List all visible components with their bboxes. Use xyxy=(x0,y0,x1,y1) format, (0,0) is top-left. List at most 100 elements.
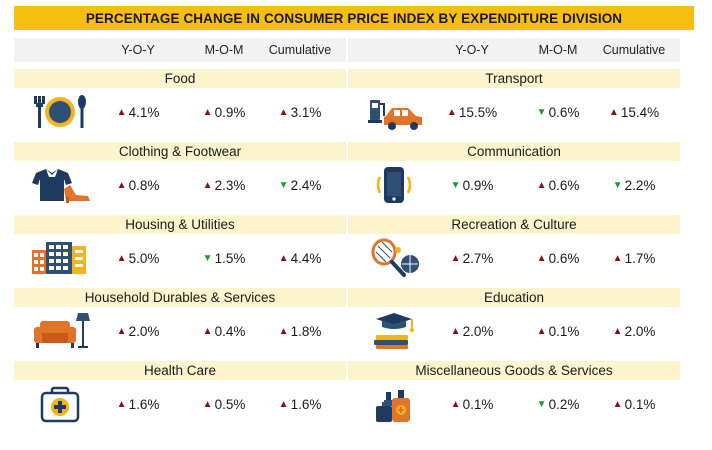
category-household-durables: Household Durables & Services ▲ 2.0% ▲ 0.4… xyxy=(14,281,346,354)
value-cumulative: ▲ 3.1% xyxy=(278,105,322,120)
page-title: PERCENTAGE CHANGE IN CONSUMER PRICE INDE… xyxy=(14,6,694,30)
value-cumulative: ▼ 2.2% xyxy=(612,178,656,193)
change-arrow-icon: ▲ xyxy=(450,399,461,410)
value-cumulative: ▲ 1.8% xyxy=(278,324,322,339)
change-arrow-icon: ▲ xyxy=(116,180,127,191)
value-mom: ▼ 0.6% xyxy=(536,105,580,120)
change-arrow-icon: ▲ xyxy=(116,253,127,264)
value-yoy: ▲ 4.1% xyxy=(116,105,160,120)
change-arrow-icon: ▲ xyxy=(202,326,213,337)
category-label: Food xyxy=(14,69,346,88)
change-arrow-icon: ▲ xyxy=(202,180,213,191)
value-yoy: ▼ 0.9% xyxy=(450,178,494,193)
change-arrow-icon: ▲ xyxy=(202,399,213,410)
change-arrow-icon: ▲ xyxy=(278,399,289,410)
column-header-mom: M-O-M xyxy=(204,43,244,57)
value-yoy: ▲ 2.7% xyxy=(450,251,494,266)
plate-cutlery-icon xyxy=(28,92,92,132)
category-education: Education ▲ 2.0% ▲ 0.1% ▲ 2.0% xyxy=(348,281,680,354)
change-arrow-icon: ▲ xyxy=(116,399,127,410)
category-label: Housing & Utilities xyxy=(14,215,346,234)
change-arrow-icon: ▼ xyxy=(536,107,547,118)
change-arrow-icon: ▼ xyxy=(536,399,547,410)
change-arrow-icon: ▼ xyxy=(278,180,289,191)
cosmetics-icon xyxy=(362,384,426,424)
category-food: Food ▲ 4.1% ▲ 0.9% ▲ 3.1% xyxy=(14,62,346,135)
category-recreation-culture: Recreation & Culture ▲ 2.7% ▲ 0.6% ▲ 1.7% xyxy=(348,208,680,281)
change-arrow-icon: ▼ xyxy=(612,180,623,191)
value-mom: ▲ 0.6% xyxy=(536,251,580,266)
category-miscellaneous: Miscellaneous Goods & Services ▲ 0.1% ▼ 0.… xyxy=(348,354,680,427)
change-arrow-icon: ▲ xyxy=(116,107,127,118)
category-health-care: Health Care ▲ 1.6% ▲ 0.5% ▲ 1.6% xyxy=(14,354,346,427)
category-label: Transport xyxy=(348,69,680,88)
change-arrow-icon: ▲ xyxy=(536,180,547,191)
column-header-cumulative: Cumulative xyxy=(268,43,332,57)
value-mom: ▼ 0.2% xyxy=(536,397,580,412)
change-arrow-icon: ▲ xyxy=(536,253,547,264)
value-mom: ▲ 0.4% xyxy=(202,324,246,339)
graduation-cap-books-icon xyxy=(362,311,426,351)
column-header-yoy: Y-O-Y xyxy=(121,43,155,57)
change-arrow-icon: ▲ xyxy=(278,107,289,118)
change-arrow-icon: ▲ xyxy=(450,326,461,337)
shirt-shoe-icon xyxy=(28,165,92,205)
smartphone-icon xyxy=(362,165,426,205)
first-aid-kit-icon xyxy=(28,384,92,424)
category-label: Recreation & Culture xyxy=(348,215,680,234)
sofa-lamp-icon xyxy=(28,311,92,351)
change-arrow-icon: ▲ xyxy=(446,107,457,118)
column-header-mom: M-O-M xyxy=(538,43,578,57)
value-cumulative: ▲ 4.4% xyxy=(278,251,322,266)
change-arrow-icon: ▲ xyxy=(450,253,461,264)
value-mom: ▼ 1.5% xyxy=(202,251,246,266)
column-header-yoy: Y-O-Y xyxy=(455,43,489,57)
value-yoy: ▲ 1.6% xyxy=(116,397,160,412)
category-label: Miscellaneous Goods & Services xyxy=(348,361,680,380)
category-label: Communication xyxy=(348,142,680,161)
value-yoy: ▲ 0.8% xyxy=(116,178,160,193)
change-arrow-icon: ▼ xyxy=(450,180,461,191)
value-mom: ▲ 0.9% xyxy=(202,105,246,120)
column-header-row: Y-O-Y M-O-M Cumulative xyxy=(14,38,346,62)
value-mom: ▲ 0.6% xyxy=(536,178,580,193)
change-arrow-icon: ▲ xyxy=(612,399,623,410)
fuel-car-icon xyxy=(362,92,426,132)
category-label: Education xyxy=(348,288,680,307)
left-panel: Y-O-Y M-O-M Cumulative Food ▲ 4.1% ▲ 0.9% … xyxy=(14,38,346,427)
value-mom: ▲ 2.3% xyxy=(202,178,246,193)
value-cumulative: ▲ 2.0% xyxy=(612,324,656,339)
category-label: Household Durables & Services xyxy=(14,288,346,307)
change-arrow-icon: ▲ xyxy=(608,107,619,118)
right-panel: Y-O-Y M-O-M Cumulative Transport ▲ 15.5% … xyxy=(348,38,680,427)
category-label: Clothing & Footwear xyxy=(14,142,346,161)
category-transport: Transport ▲ 15.5% ▼ 0.6% ▲ 15.4% xyxy=(348,62,680,135)
change-arrow-icon: ▼ xyxy=(202,253,213,264)
change-arrow-icon: ▲ xyxy=(278,253,289,264)
value-yoy: ▲ 2.0% xyxy=(450,324,494,339)
category-housing-utilities: Housing & Utilities ▲ 5.0% ▼ 1.5% ▲ 4.4% xyxy=(14,208,346,281)
change-arrow-icon: ▲ xyxy=(116,326,127,337)
value-mom: ▲ 0.1% xyxy=(536,324,580,339)
category-clothing-footwear: Clothing & Footwear ▲ 0.8% ▲ 2.3% ▼ 2.4% xyxy=(14,135,346,208)
category-label: Health Care xyxy=(14,361,346,380)
value-yoy: ▲ 0.1% xyxy=(450,397,494,412)
value-yoy: ▲ 2.0% xyxy=(116,324,160,339)
value-cumulative: ▲ 1.6% xyxy=(278,397,322,412)
change-arrow-icon: ▲ xyxy=(612,326,623,337)
value-yoy: ▲ 15.5% xyxy=(446,105,498,120)
change-arrow-icon: ▲ xyxy=(612,253,623,264)
change-arrow-icon: ▲ xyxy=(202,107,213,118)
change-arrow-icon: ▲ xyxy=(536,326,547,337)
category-communication: Communication ▼ 0.9% ▲ 0.6% ▼ 2.2% xyxy=(348,135,680,208)
column-header-cumulative: Cumulative xyxy=(602,43,666,57)
value-mom: ▲ 0.5% xyxy=(202,397,246,412)
value-yoy: ▲ 5.0% xyxy=(116,251,160,266)
racket-ball-icon xyxy=(362,238,426,278)
column-header-row: Y-O-Y M-O-M Cumulative xyxy=(348,38,680,62)
buildings-icon xyxy=(28,238,92,278)
change-arrow-icon: ▲ xyxy=(278,326,289,337)
value-cumulative: ▲ 15.4% xyxy=(608,105,660,120)
value-cumulative: ▼ 2.4% xyxy=(278,178,322,193)
value-cumulative: ▲ 0.1% xyxy=(612,397,656,412)
